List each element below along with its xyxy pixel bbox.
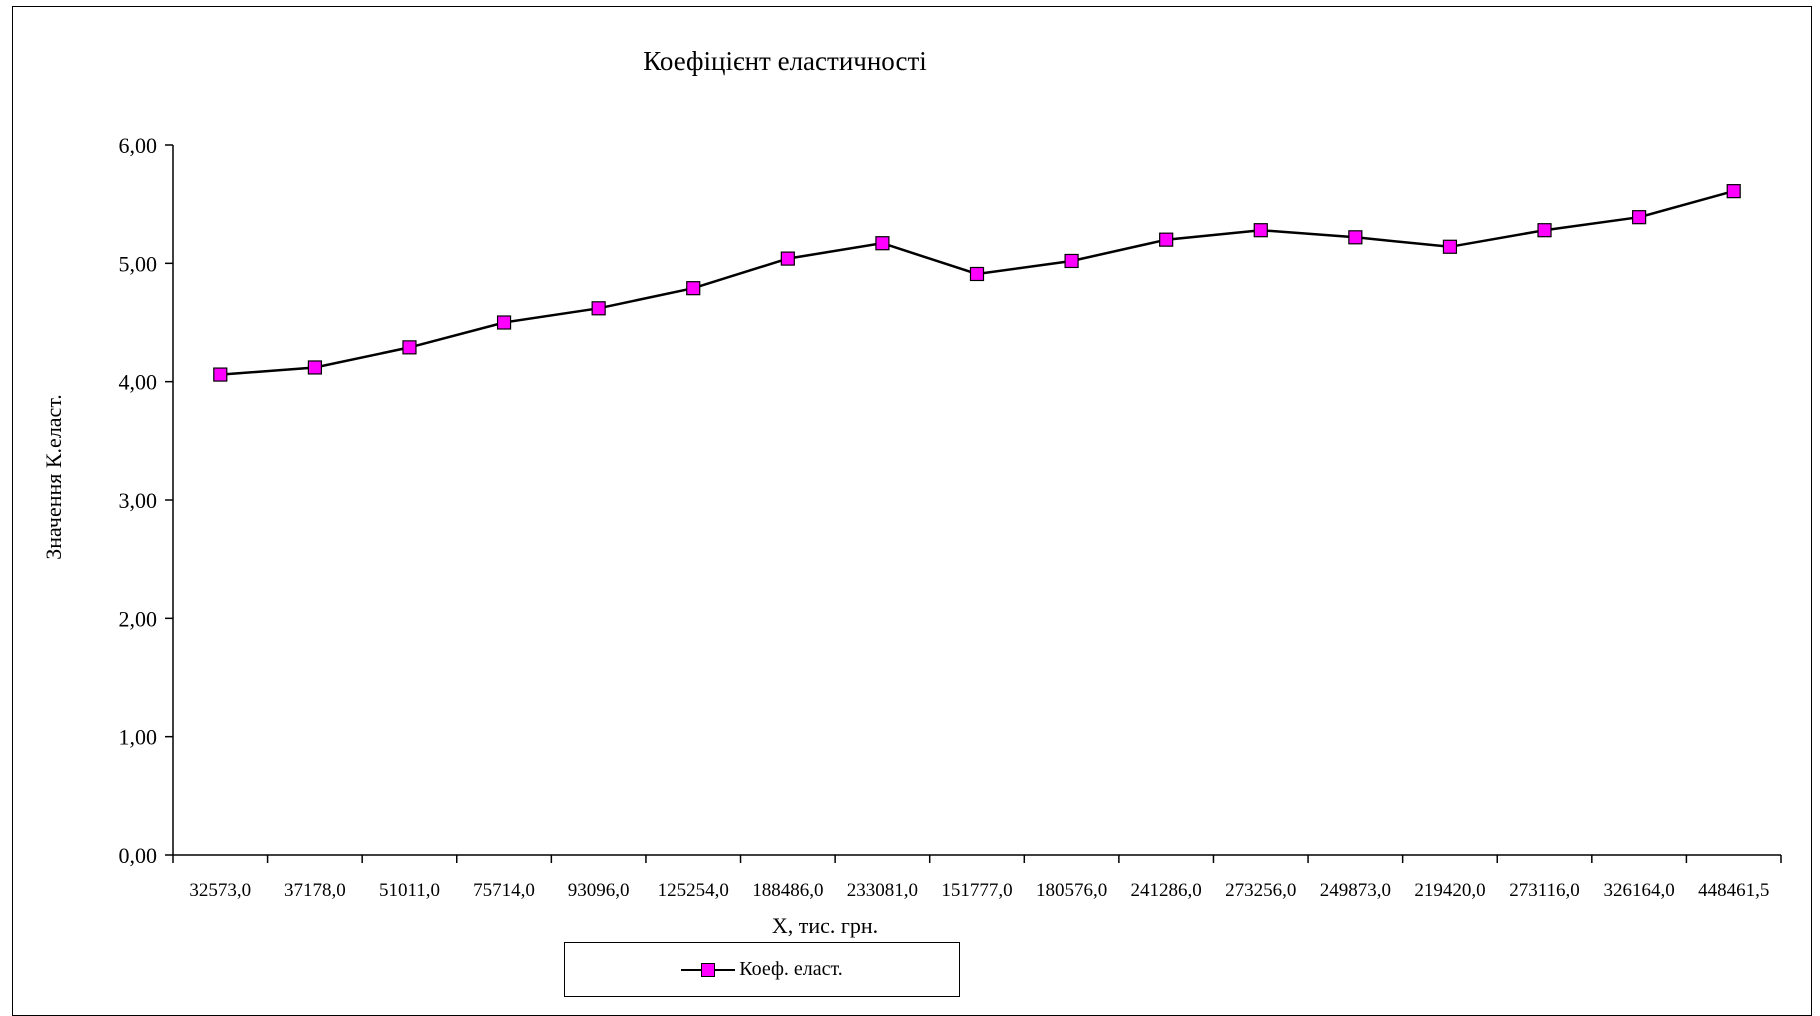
- data-point: [496, 315, 512, 330]
- data-point: [1064, 253, 1079, 269]
- x-tick-label: 233081,0: [847, 880, 918, 901]
- x-tick-labels: 32573,0 37178,0 51011,0 75714,0 93096,0 12525…: [189, 880, 1769, 901]
- data-point: [213, 367, 228, 382]
- data-point: [686, 281, 701, 296]
- x-tick-label: 93096,0: [568, 880, 630, 901]
- data-point: [875, 236, 890, 251]
- x-tick-label: 75714,0: [473, 880, 535, 901]
- data-point: [780, 251, 795, 266]
- data-point: [1253, 223, 1268, 238]
- series-markers: [213, 184, 1741, 382]
- data-point: [402, 340, 417, 355]
- data-point: [1348, 230, 1363, 245]
- data-point: [1537, 223, 1552, 238]
- y-axis-label: Значення К.еласт.: [41, 394, 66, 560]
- x-tick-label: 51011,0: [379, 880, 440, 901]
- data-point: [1442, 239, 1458, 254]
- x-tick-label: 249873,0: [1320, 880, 1391, 901]
- data-point: [1632, 210, 1647, 225]
- x-tick-label: 32573,0: [189, 880, 251, 901]
- line-chart: Коефіцієнт еластичності Значення К.еласт…: [41, 46, 1782, 938]
- y-tick-labels: 0,00 1,00 2,00 3,00 4,00 5,00 6,00: [119, 133, 158, 868]
- data-point: [969, 266, 985, 282]
- series-lines: [220, 189, 1735, 376]
- x-tick-label: 273116,0: [1509, 880, 1580, 901]
- y-tick-label: 5,00: [119, 251, 158, 276]
- x-tick-label: 219420,0: [1414, 880, 1485, 901]
- x-tick-label: 37178,0: [284, 880, 346, 901]
- x-tick-label: 326164,0: [1603, 880, 1674, 901]
- chart-title: Коефіцієнт еластичності: [643, 46, 927, 76]
- x-tick-label: 188486,0: [752, 880, 823, 901]
- x-tick-label: 151777,0: [941, 880, 1012, 901]
- y-tick-label: 6,00: [119, 133, 158, 158]
- legend-label: Коеф. еласт.: [739, 958, 843, 980]
- series-line: [220, 189, 1735, 376]
- y-tick-label: 2,00: [119, 606, 158, 631]
- x-tick-label: 125254,0: [658, 880, 729, 901]
- x-tick-label: 241286,0: [1131, 880, 1202, 901]
- data-point: [307, 360, 322, 375]
- x-tick-label: 448461,5: [1698, 880, 1769, 901]
- axes: [165, 144, 1782, 863]
- y-tick-label: 4,00: [119, 370, 158, 395]
- x-tick-label: 273256,0: [1225, 880, 1296, 901]
- data-point: [1726, 184, 1741, 199]
- legend: Коеф. еласт.: [564, 942, 960, 997]
- y-tick-label: 0,00: [119, 843, 158, 868]
- chart-area: Коефіцієнт еластичності Значення К.еласт…: [12, 6, 1812, 1016]
- data-point: [591, 301, 606, 316]
- y-tick-label: 3,00: [119, 488, 158, 513]
- data-point: [1159, 232, 1174, 247]
- x-axis-label: X, тис. грн.: [772, 913, 878, 938]
- x-tick-label: 180576,0: [1036, 880, 1107, 901]
- y-tick-label: 1,00: [119, 725, 158, 750]
- legend-swatch: [681, 961, 736, 979]
